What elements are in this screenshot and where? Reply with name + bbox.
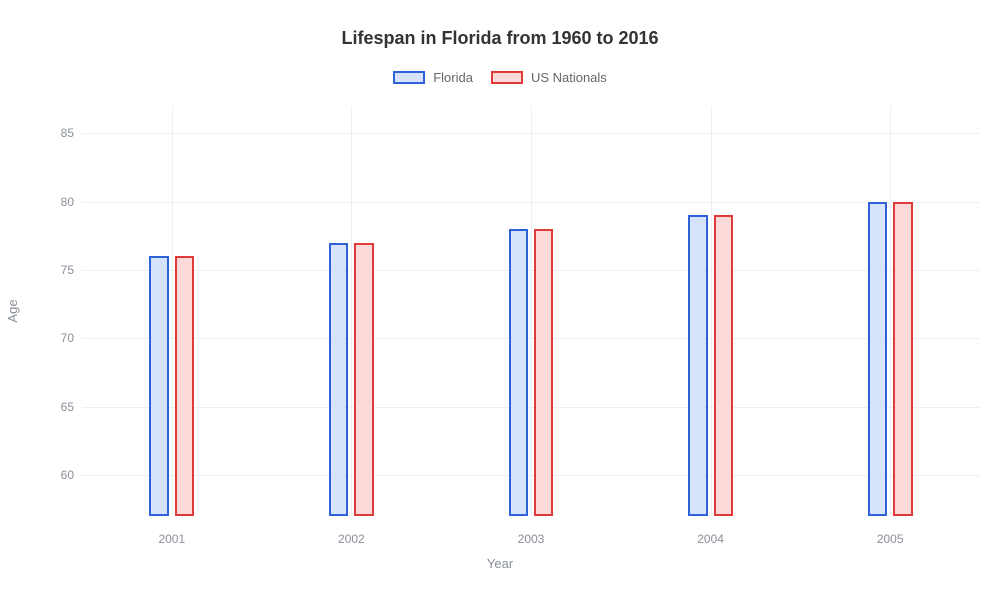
chart-bar xyxy=(354,243,373,516)
gridline-vertical xyxy=(531,106,532,516)
x-tick-label: 2003 xyxy=(518,532,545,546)
gridline-vertical xyxy=(172,106,173,516)
chart-title: Lifespan in Florida from 1960 to 2016 xyxy=(0,28,1000,49)
legend-swatch xyxy=(393,71,425,84)
x-tick-label: 2005 xyxy=(877,532,904,546)
chart-bar xyxy=(329,243,348,516)
chart-bar xyxy=(893,202,912,516)
chart-bar xyxy=(534,229,553,516)
legend-item: Florida xyxy=(393,70,473,85)
x-tick-label: 2002 xyxy=(338,532,365,546)
y-tick-label: 80 xyxy=(42,195,74,209)
gridline-vertical xyxy=(711,106,712,516)
y-tick-label: 85 xyxy=(42,126,74,140)
chart-bar xyxy=(149,256,168,516)
chart-bar xyxy=(175,256,194,516)
gridline-vertical xyxy=(890,106,891,516)
chart-bar xyxy=(714,215,733,516)
y-tick-label: 75 xyxy=(42,263,74,277)
legend-label: US Nationals xyxy=(531,70,607,85)
x-tick-label: 2001 xyxy=(158,532,185,546)
gridline-vertical xyxy=(351,106,352,516)
plot-area xyxy=(82,106,980,516)
chart-legend: Florida US Nationals xyxy=(0,70,1000,85)
y-tick-label: 70 xyxy=(42,331,74,345)
lifespan-chart: Lifespan in Florida from 1960 to 2016 Fl… xyxy=(0,0,1000,600)
legend-label: Florida xyxy=(433,70,473,85)
x-axis-label: Year xyxy=(0,556,1000,571)
legend-swatch xyxy=(491,71,523,84)
y-tick-label: 65 xyxy=(42,400,74,414)
chart-bar xyxy=(509,229,528,516)
chart-bar xyxy=(688,215,707,516)
x-tick-label: 2004 xyxy=(697,532,724,546)
legend-item: US Nationals xyxy=(491,70,607,85)
chart-bar xyxy=(868,202,887,516)
y-tick-label: 60 xyxy=(42,468,74,482)
